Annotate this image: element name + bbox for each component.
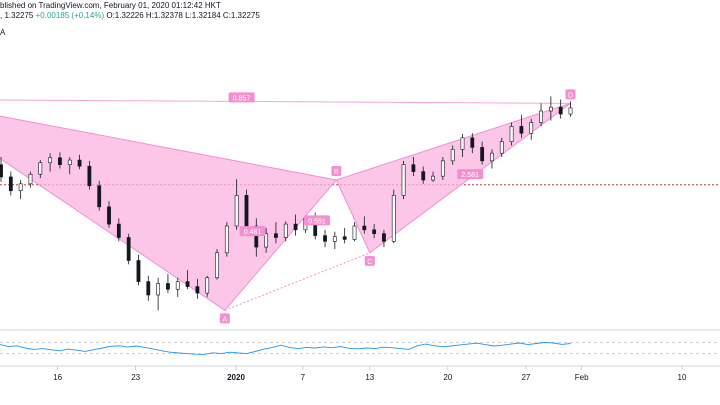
candle-body (77, 159, 82, 167)
ratio-bg (239, 226, 266, 237)
candle-body (195, 286, 200, 294)
candle-body (244, 195, 249, 227)
header-edge-mark: A (0, 28, 6, 37)
pattern-ac-line (224, 252, 370, 311)
candle-body (58, 157, 62, 165)
candle-body (116, 223, 121, 238)
candle-body (146, 281, 151, 296)
point-label-d-bg (565, 89, 576, 100)
candle-body (548, 106, 553, 112)
ratio-label: 2.581 (461, 172, 479, 179)
point-label-c-bg (364, 255, 375, 266)
x-tick-label: Feb (575, 373, 589, 382)
x-tick-label: 27 (521, 373, 530, 382)
candle-body (480, 147, 485, 162)
candle-body (264, 233, 269, 248)
candle-body (352, 225, 357, 240)
header-change: +0.00185 (+0.14%) (35, 11, 105, 20)
candle-body (568, 107, 573, 115)
candle-body (0, 164, 3, 178)
candle-body (283, 223, 288, 238)
x-tick-label: 20 (443, 373, 452, 382)
candle-body (401, 164, 406, 196)
candle-body (323, 235, 327, 242)
candle-body (431, 175, 435, 181)
candle-body (156, 283, 161, 296)
candle-body (391, 195, 396, 242)
x-tick-label: 23 (131, 373, 140, 382)
candle-body (440, 160, 445, 177)
candle-body (293, 223, 298, 231)
ratio-label: 0.481 (244, 229, 262, 236)
header-line1: blished on TradingView.com, February 01,… (0, 1, 221, 10)
point-label-d: D (568, 92, 573, 99)
candle-body (87, 165, 92, 187)
pattern-xab-fill (0, 115, 338, 311)
candle-body (382, 233, 386, 242)
x-tick-label: 7 (301, 373, 306, 382)
point-label-c: C (367, 259, 372, 266)
candle-body (224, 225, 229, 254)
point-label-b-bg (331, 166, 342, 176)
candle-body (499, 141, 504, 154)
ratio-label: 0.551 (308, 218, 326, 225)
candle-body (28, 173, 33, 185)
candle-body (332, 236, 337, 242)
point-label-b: B (334, 169, 339, 176)
candle-body (460, 137, 465, 150)
candle-body (254, 225, 259, 248)
x-tick-label: 16 (53, 373, 62, 382)
candle-body (470, 137, 475, 148)
candle-body (185, 281, 190, 287)
candle-body (67, 159, 72, 165)
header-ohlc: O:1.32226 H:1.32378 L:1.32184 C:1.32275 (106, 11, 260, 20)
point-label-a-bg (219, 313, 230, 324)
x-tick-label: 2020 (227, 373, 245, 382)
point-label-a: A (223, 316, 228, 323)
candle-body (38, 162, 43, 175)
candle-body (450, 149, 455, 162)
candle-body (136, 260, 141, 282)
header-price: , 1.32275 (0, 11, 34, 20)
candle-body (539, 110, 543, 123)
candle-body (215, 252, 219, 279)
candle-body (126, 237, 131, 261)
ratio-bg (228, 92, 255, 103)
candle-body (411, 164, 416, 172)
candle-body (490, 152, 494, 162)
candle-body (558, 106, 563, 115)
ratio-label: 0.857 (233, 95, 251, 102)
pattern-xd-line (0, 99, 571, 104)
candle-body (509, 126, 514, 142)
rsi-line (0, 341, 571, 355)
candle-body (529, 122, 534, 134)
candle-body (362, 225, 367, 231)
candle-body (372, 229, 377, 234)
candle-body (8, 176, 13, 192)
ratio-bg (457, 169, 484, 180)
pattern-bcd-fill (335, 102, 571, 254)
candle-body (342, 236, 347, 240)
candle-body (18, 183, 23, 192)
candle-body (234, 195, 239, 227)
candle-body (97, 185, 102, 208)
candle-body (107, 206, 111, 225)
x-tick-label: 10 (678, 373, 687, 382)
candle-body (175, 281, 180, 290)
ratio-bg (304, 215, 331, 226)
candle-body (274, 233, 278, 238)
candle-body (48, 157, 53, 164)
x-tick-label: 13 (365, 373, 374, 382)
header-line2: , 1.32275 +0.00185 (+0.14%) O:1.32226 H:… (0, 11, 260, 20)
candle-body (519, 126, 524, 134)
candle-body (421, 171, 426, 181)
candle-body (166, 283, 170, 290)
candle-body (205, 277, 210, 294)
